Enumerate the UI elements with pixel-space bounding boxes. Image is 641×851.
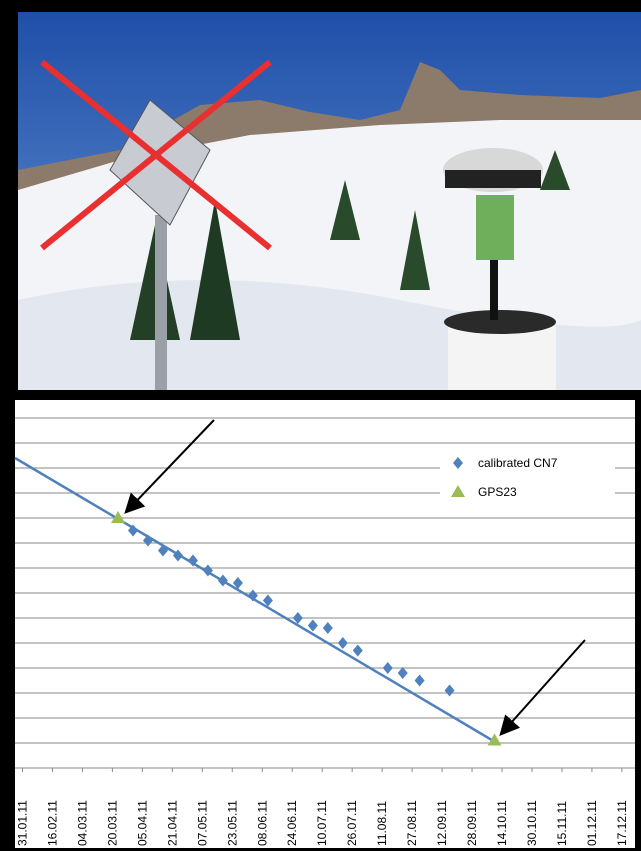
x-tick-label: 08.06.11 (255, 800, 269, 846)
point (232, 577, 243, 589)
x-tick-label: 11.08.11 (375, 801, 389, 846)
x-tick-label: 26.07.11 (345, 800, 359, 846)
point (352, 644, 363, 657)
x-tick-label: 23.05.11 (225, 800, 239, 846)
x-tick-label: 05.04.11 (135, 800, 149, 846)
x-tick-label: 30.10.11 (525, 800, 539, 846)
point (397, 667, 408, 679)
point (487, 733, 502, 746)
legend-marker (453, 457, 463, 469)
point (247, 589, 258, 602)
legend: calibrated CN7 GPS23 (440, 450, 615, 506)
x-tick-label: 24.06.11 (285, 800, 299, 846)
legend-label: calibrated CN7 (478, 456, 558, 470)
point (382, 662, 393, 674)
legend-label: GPS23 (478, 485, 517, 499)
point (414, 674, 425, 687)
point (128, 524, 139, 537)
arrows (124, 419, 586, 736)
legend-marker (451, 485, 465, 497)
x-tick-label: 28.09.11 (465, 800, 479, 846)
point (217, 574, 228, 587)
point (337, 637, 348, 649)
x-tick-label: 15.11.11 (555, 801, 569, 846)
point (202, 564, 213, 577)
x-axis: 31.01.11 16.02.11 04.03.11 20.03.11 05.04.11… (15, 768, 629, 846)
x-tick-label: 20.03.11 (105, 800, 119, 846)
point (172, 549, 183, 562)
point (307, 619, 318, 632)
point (157, 544, 168, 557)
x-tick-label: 16.02.11 (45, 800, 59, 846)
x-tick-label: 04.03.11 (75, 800, 89, 846)
x-tick-label: 17.12.11 (615, 800, 629, 846)
point (292, 612, 303, 624)
x-tick-label: 27.08.11 (405, 800, 419, 846)
x-tick-label: 14.10.11 (495, 800, 509, 846)
x-tick-label: 31.01.11 (15, 800, 29, 846)
point (111, 511, 126, 523)
x-tick-label: 01.12.11 (585, 800, 599, 846)
point (262, 594, 273, 607)
point (444, 684, 455, 697)
x-tick-label: 07.05.11 (195, 800, 209, 846)
x-tick-label: 21.04.11 (165, 800, 179, 846)
x-tick-label: 10.07.11 (315, 800, 329, 846)
plot (14, 456, 502, 746)
photo (18, 12, 641, 390)
x-tick-label: 12.09.11 (435, 800, 449, 846)
point (187, 554, 198, 567)
point (322, 622, 333, 634)
point (142, 534, 153, 547)
